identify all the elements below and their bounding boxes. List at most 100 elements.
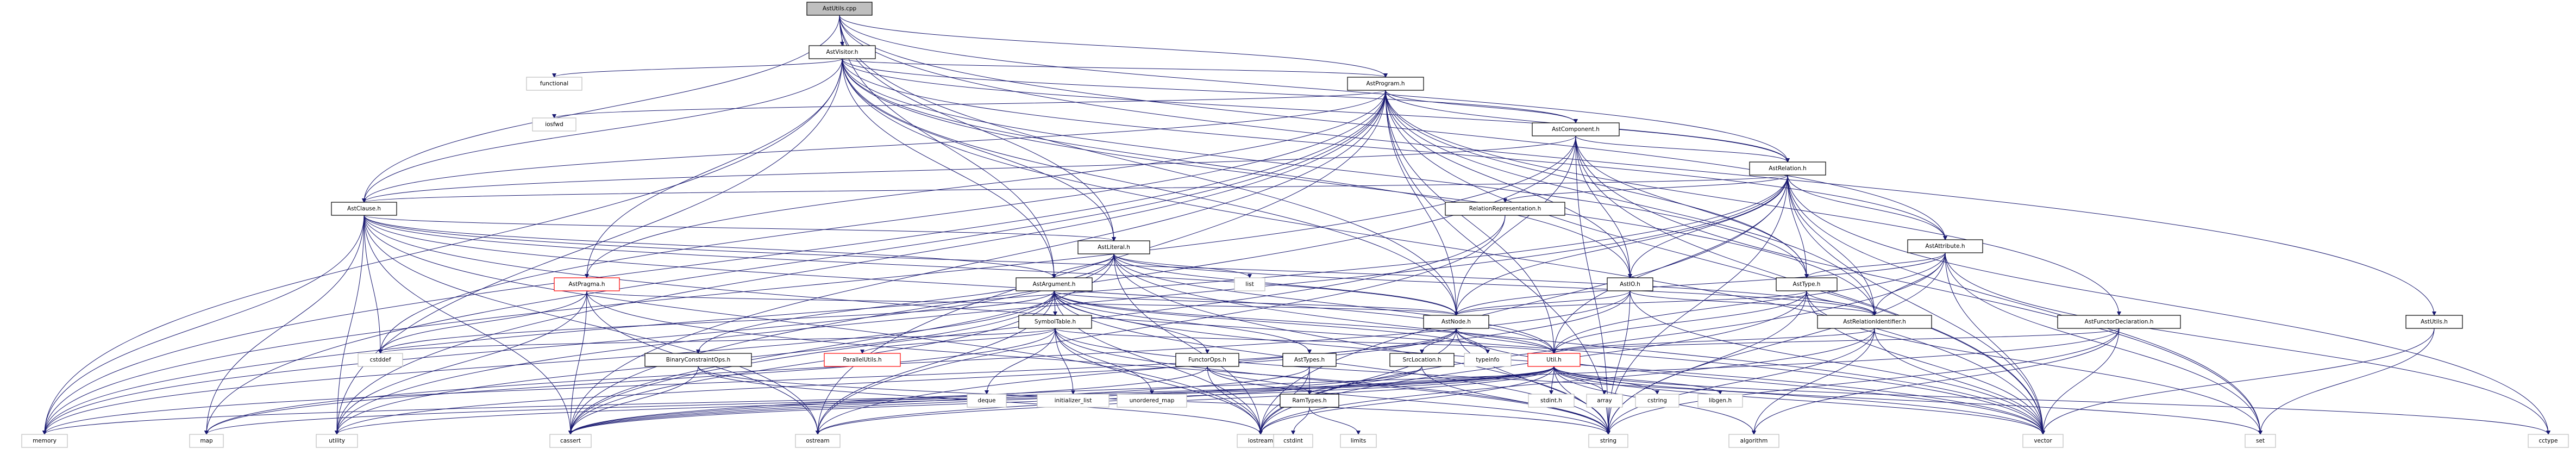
dependency-edge-n7-s_cctype: [1945, 252, 2550, 435]
node-label: cctype: [2539, 438, 2558, 444]
graph-node-n20[interactable]: FunctorOps.h: [1175, 353, 1239, 367]
graph-node-n0[interactable]: AstUtils.cpp: [806, 2, 873, 16]
node-label: functional: [540, 80, 568, 87]
node-box: [549, 434, 592, 448]
dependency-edge-n4-s_memory: [42, 175, 1788, 435]
dependency-edge-n4-s_cctype: [1787, 175, 2550, 435]
dependency-edge-n23-s_libgen: [1553, 366, 1722, 395]
node-label: AstClause.h: [347, 206, 381, 212]
dependency-edge-n6-n23: [1113, 253, 1556, 354]
node-box: [1389, 353, 1455, 367]
dependency-edge-n6-n13: [1113, 253, 1877, 316]
graph-node-n15[interactable]: AstUtils.h: [2405, 315, 2463, 329]
dependency-edge-n4-n13: [1787, 175, 1877, 316]
dependency-edge-n1-n6: [842, 58, 1116, 241]
graph-node-n18[interactable]: ParallelUtils.h: [824, 353, 901, 367]
node-label: AstArgument.h: [1033, 281, 1076, 288]
dependency-edge-n23-s_memory: [42, 366, 1555, 435]
graph-node-n11[interactable]: AstIO.h: [1607, 277, 1653, 291]
dependency-edge-n2-n3: [1385, 90, 1578, 123]
dependency-edge-n1-s_functional: [552, 58, 843, 78]
dependency-edge-n12-n22: [1420, 328, 1457, 354]
dependency-edge-n2-s_map: [204, 90, 1386, 435]
node-label: Util.h: [1546, 357, 1562, 363]
node-box: [644, 353, 752, 367]
dependency-edge-n23-s_vector: [1553, 366, 2045, 435]
node-label: AstIO.h: [1620, 281, 1640, 288]
graph-node-n14[interactable]: AstFunctorDeclaration.h: [2057, 315, 2181, 329]
dependency-edge-n14-n23: [1552, 328, 2120, 354]
node-label: limits: [1351, 438, 1367, 444]
node-box: [1234, 277, 1265, 291]
dependency-edge-n1-n2: [842, 58, 1388, 78]
graph-node-n6[interactable]: AstLiteral.h: [1077, 240, 1150, 254]
graph-node-n21[interactable]: AstTypes.h: [1282, 353, 1337, 367]
dependency-edge-n2-s_iosfwd: [552, 90, 1386, 119]
node-box: [189, 434, 224, 448]
edges-layer: [42, 15, 2550, 435]
graph-node-n1[interactable]: AstVisitor.h: [808, 45, 876, 59]
graph-node-n3[interactable]: AstComponent.h: [1532, 122, 1620, 136]
dependency-edge-n8-n23: [1552, 290, 1807, 354]
graph-node-n10[interactable]: AstPragma.h: [554, 277, 620, 291]
graph-node-n19[interactable]: BinaryConstraintOps.h: [644, 353, 752, 367]
dependency-edge-n17-s_unordered_map: [1055, 328, 1154, 395]
dependency-edge-n0-n12: [839, 15, 1458, 316]
dependency-edge-n4-n23: [1552, 175, 1788, 354]
dependency-edge-n11-s_string: [1606, 290, 1631, 435]
node-label: RamTypes.h: [1292, 397, 1326, 404]
dependency-edge-n2-s_vector: [1385, 90, 2045, 435]
graph-node-n12[interactable]: AstNode.h: [1423, 315, 1489, 329]
dependency-edge-n2-n13: [1385, 90, 1877, 316]
graph-node-n17[interactable]: SymbolTable.h: [1018, 315, 1092, 329]
graph-node-n8[interactable]: AstType.h: [1776, 277, 1838, 291]
graph-node-s_limits: limits: [1340, 434, 1377, 448]
node-box: [21, 434, 68, 448]
graph-node-n2[interactable]: AstProgram.h: [1347, 77, 1424, 91]
dependency-edge-n2-s_cstddef: [378, 90, 1386, 354]
node-box: [967, 394, 1007, 408]
node-box: [1607, 277, 1653, 291]
node-label: AstTypes.h: [1294, 357, 1325, 363]
dependency-edge-n0-n5: [362, 15, 840, 203]
node-label: iostream: [1248, 438, 1273, 444]
graph-node-n13[interactable]: AstRelationIdentifier.h: [1817, 315, 1932, 329]
graph-node-n22[interactable]: SrcLocation.h: [1389, 353, 1455, 367]
node-box: [2528, 434, 2569, 448]
node-box: [1273, 434, 1313, 448]
graph-node-n4[interactable]: AstRelation.h: [1749, 161, 1826, 176]
node-box: [1423, 315, 1489, 329]
graph-node-s_string: string: [1588, 434, 1628, 448]
graph-node-s_stdint: stdint.h: [1528, 394, 1575, 408]
node-box: [1340, 434, 1377, 448]
node-box: [1728, 434, 1779, 448]
graph-node-n7[interactable]: AstAttribute.h: [1907, 239, 1983, 253]
dependency-edge-n5-s_cstddef: [363, 215, 383, 354]
graph-node-n5[interactable]: AstClause.h: [331, 202, 397, 216]
graph-node-s_initializer_list: initializer_list: [1037, 394, 1110, 408]
dependency-edge-n1-n13: [842, 58, 1877, 316]
dependency-edge-n2-n12: [1385, 90, 1458, 316]
dependency-edge-n9-s_typeinfo: [1054, 290, 1490, 354]
node-box: [1586, 394, 1623, 408]
graph-node-s_cstdint: cstdint: [1273, 434, 1313, 448]
node-label: AstType.h: [1793, 281, 1821, 288]
node-label: set: [2256, 438, 2265, 444]
dependency-edge-n23-s_iostream: [1258, 366, 1555, 435]
dependency-edge-n10-s_cstddef: [378, 290, 587, 354]
graph-node-n16[interactable]: RelationRepresentation.h: [1445, 202, 1565, 216]
node-box: [331, 202, 397, 216]
graph-node-n23[interactable]: Util.h: [1527, 353, 1581, 367]
node-label: cassert: [560, 438, 581, 444]
node-box: [1175, 353, 1239, 367]
graph-node-s_cstring: cstring: [1635, 394, 1679, 408]
graph-node-s_map: map: [189, 434, 224, 448]
graph-node-n9[interactable]: AstArgument.h: [1016, 277, 1093, 291]
dependency-edge-n9-n12: [1054, 290, 1458, 316]
dependency-edge-n23-s_utility: [335, 366, 1555, 435]
dependency-edge-n3-n4: [1575, 135, 1790, 163]
dependency-edge-n0-n15: [839, 15, 2436, 316]
dependency-edge-n13-s_string: [1606, 328, 1875, 435]
graph-node-n24[interactable]: RamTypes.h: [1280, 394, 1339, 408]
node-label: libgen.h: [1709, 397, 1732, 404]
